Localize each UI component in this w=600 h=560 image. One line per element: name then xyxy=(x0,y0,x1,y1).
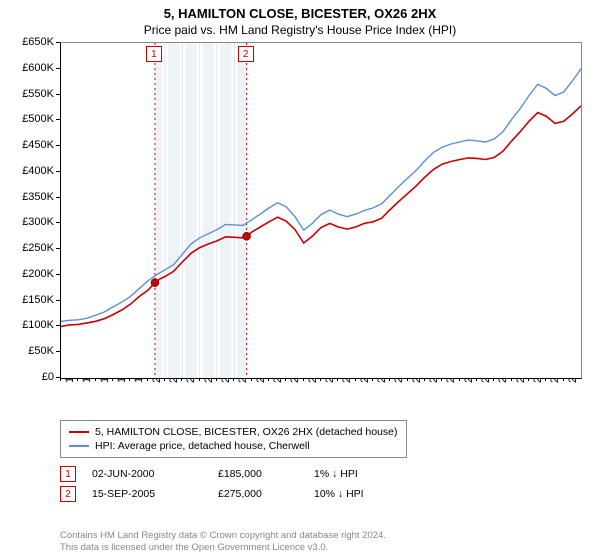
attribution-footer: Contains HM Land Registry data © Crown c… xyxy=(60,530,580,554)
y-tick-label: £350K xyxy=(4,191,54,203)
event-row: 2 15-SEP-2005 £275,000 10% ↓ HPI xyxy=(60,486,394,502)
legend-swatch xyxy=(69,445,89,447)
y-tick-label: £200K xyxy=(4,268,54,280)
y-tick-label: £650K xyxy=(4,36,54,48)
y-tick-label: £450K xyxy=(4,139,54,151)
sale-marker xyxy=(243,232,251,240)
legend-label: HPI: Average price, detached house, Cher… xyxy=(95,440,310,452)
event-date: 02-JUN-2000 xyxy=(92,468,202,480)
event-index-box: 1 xyxy=(146,46,162,62)
event-index-box: 2 xyxy=(60,486,76,502)
event-date: 15-SEP-2005 xyxy=(92,488,202,500)
plot-area xyxy=(60,42,582,379)
events-table: 1 02-JUN-2000 £185,000 1% ↓ HPI 2 15-SEP-2005… xyxy=(60,466,394,506)
y-tick-label: £50K xyxy=(4,345,54,357)
legend-label: 5, HAMILTON CLOSE, BICESTER, OX26 2HX (d… xyxy=(95,426,398,438)
event-row: 1 02-JUN-2000 £185,000 1% ↓ HPI xyxy=(60,466,394,482)
y-tick-label: £250K xyxy=(4,242,54,254)
series-hpi xyxy=(61,69,581,321)
footer-line2: This data is licensed under the Open Gov… xyxy=(60,542,328,553)
plot-svg xyxy=(61,43,581,378)
legend-row: 5, HAMILTON CLOSE, BICESTER, OX26 2HX (d… xyxy=(69,425,398,439)
chart-title-sub: Price paid vs. HM Land Registry's House … xyxy=(0,23,600,37)
event-price: £185,000 xyxy=(218,468,298,480)
y-tick-label: £550K xyxy=(4,88,54,100)
event-price: £275,000 xyxy=(218,488,298,500)
y-tick-label: £500K xyxy=(4,113,54,125)
chart-container: 5, HAMILTON CLOSE, BICESTER, OX26 2HX Pr… xyxy=(0,0,600,560)
footer-line1: Contains HM Land Registry data © Crown c… xyxy=(60,530,386,541)
y-tick-label: £300K xyxy=(4,216,54,228)
y-tick-label: £150K xyxy=(4,294,54,306)
event-diff: 10% ↓ HPI xyxy=(314,488,394,500)
event-diff: 1% ↓ HPI xyxy=(314,468,394,480)
legend-row: HPI: Average price, detached house, Cher… xyxy=(69,439,398,453)
legend-swatch xyxy=(69,431,89,433)
y-tick-label: £600K xyxy=(4,62,54,74)
y-tick-label: £400K xyxy=(4,165,54,177)
sale-marker xyxy=(151,279,159,287)
y-tick-label: £100K xyxy=(4,319,54,331)
y-tick-label: £0 xyxy=(4,371,54,383)
legend: 5, HAMILTON CLOSE, BICESTER, OX26 2HX (d… xyxy=(60,420,407,458)
series-price_paid xyxy=(61,106,581,327)
chart-title-address: 5, HAMILTON CLOSE, BICESTER, OX26 2HX xyxy=(0,6,600,21)
event-index-box: 2 xyxy=(238,46,254,62)
event-index-box: 1 xyxy=(60,466,76,482)
title-block: 5, HAMILTON CLOSE, BICESTER, OX26 2HX Pr… xyxy=(0,0,600,37)
